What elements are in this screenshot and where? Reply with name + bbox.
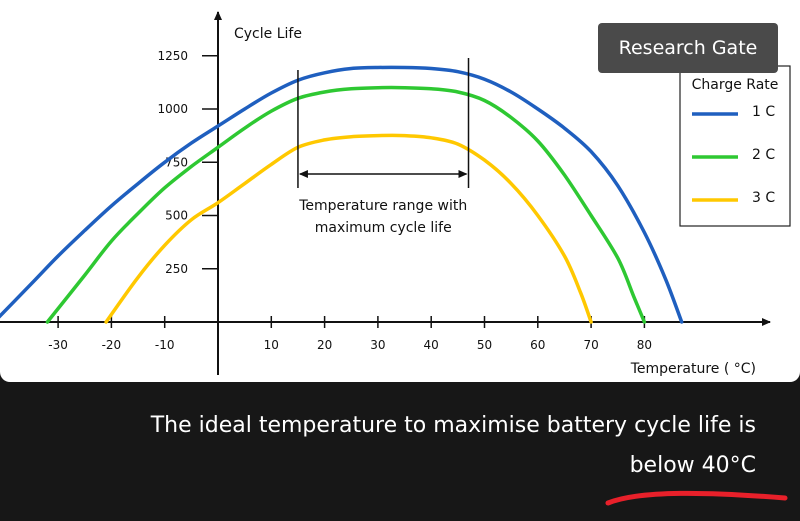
x-tick-label: 30 (370, 338, 385, 352)
caption-line-1: The ideal temperature to maximise batter… (150, 413, 756, 438)
legend-title: Charge Rate (692, 77, 779, 93)
x-axis-title: Temperature ( °C) (630, 361, 756, 377)
series-line-3c (104, 133, 593, 324)
annotation-text: maximum cycle life (315, 220, 452, 236)
caption-text: The ideal temperature to maximise batter… (36, 406, 756, 486)
x-tick-label: 70 (583, 338, 598, 352)
x-tick-label: -10 (155, 338, 175, 352)
x-tick-label: 60 (530, 338, 545, 352)
y-tick-label: 1000 (157, 102, 188, 116)
legend-label: 3 C (752, 190, 775, 206)
y-tick-label: 1250 (157, 49, 188, 63)
caption-line-2: below 40°C (629, 453, 756, 478)
series-line-2c (45, 85, 647, 324)
series-line-1c (0, 65, 684, 324)
x-tick-label: 20 (317, 338, 332, 352)
y-tick-label: 250 (165, 262, 188, 276)
watermark-label: Research Gate (598, 23, 778, 73)
x-tick-label: 10 (264, 338, 279, 352)
y-axis-title: Cycle Life (234, 26, 302, 42)
x-tick-label: 40 (424, 338, 439, 352)
y-tick-label: 500 (165, 209, 188, 223)
legend-label: 1 C (752, 104, 775, 120)
chart-plot: -30 -20 -10 10 20 30 40 50 60 70 80250500750100012… (0, 11, 791, 377)
underline-stroke (605, 490, 788, 506)
x-tick-label: 50 (477, 338, 492, 352)
annotation-text: Temperature range with (298, 198, 467, 214)
x-tick-label: -30 (48, 338, 68, 352)
x-tick-label: -20 (102, 338, 122, 352)
chart-card: -30 -20 -10 10 20 30 40 50 60 70 80 250 500 750 1000 12… (0, 0, 800, 382)
x-tick-label: 80 (637, 338, 652, 352)
legend-label: 2 C (752, 147, 775, 163)
handdrawn-underline (605, 490, 788, 506)
